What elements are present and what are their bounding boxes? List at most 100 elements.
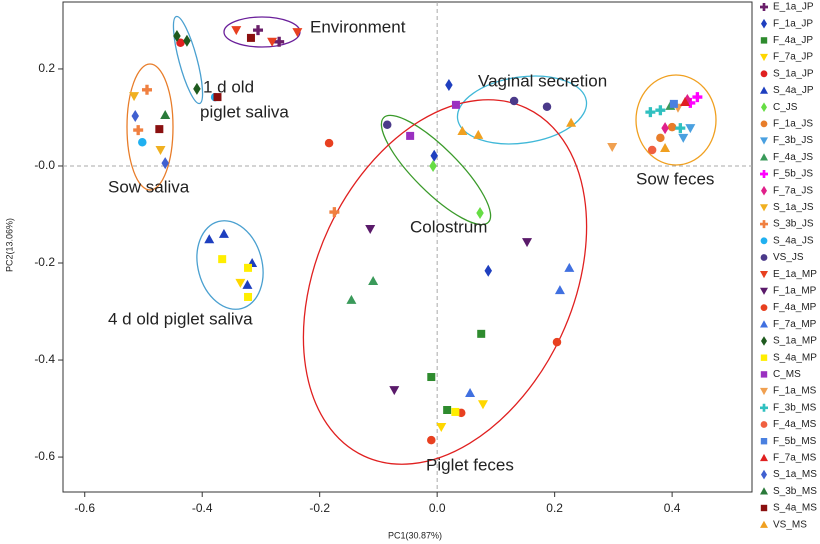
point	[160, 110, 171, 120]
point	[389, 386, 400, 396]
point	[678, 133, 689, 143]
point	[607, 143, 618, 153]
point	[451, 100, 460, 109]
group-ellipse	[635, 74, 717, 166]
legend-marker	[760, 487, 768, 495]
point	[246, 33, 255, 42]
legend-marker	[761, 336, 767, 346]
point	[204, 234, 215, 244]
group-ellipse	[456, 75, 588, 145]
point	[656, 133, 665, 143]
point	[645, 107, 656, 118]
legend-marker	[760, 287, 768, 295]
legend-label: F_7a_MS	[773, 453, 817, 464]
legend-marker	[760, 120, 768, 128]
legend-label: F_1a_MS	[773, 386, 817, 397]
legend-marker	[760, 254, 768, 261]
legend-label: C_JS	[773, 102, 798, 113]
point	[155, 145, 166, 155]
legend-marker	[760, 37, 768, 44]
legend-marker	[760, 70, 768, 78]
legend-label: S_3b_JS	[773, 219, 814, 230]
legend-marker	[760, 204, 768, 212]
point	[193, 82, 201, 95]
group-ellipse	[380, 114, 492, 226]
point	[554, 285, 565, 295]
legend-label: F_7a_JP	[773, 52, 813, 63]
legend-marker	[761, 102, 767, 112]
x-tick-label: -0.4	[192, 501, 213, 515]
legend-marker	[760, 86, 768, 94]
point	[465, 388, 476, 398]
point	[231, 26, 242, 36]
legend-label: S_1a_MP	[773, 336, 817, 347]
point	[566, 117, 577, 127]
point	[406, 131, 415, 140]
annotation: Environment	[310, 17, 406, 36]
legend-label: F_3b_MS	[773, 402, 817, 413]
annotation: piglet saliva	[200, 102, 289, 121]
point	[476, 207, 484, 220]
legend-label: S_4a_JS	[773, 235, 814, 246]
point	[477, 329, 486, 338]
annotation: Piglet feces	[426, 455, 514, 474]
x-tick-label: 0.4	[664, 501, 681, 515]
group-ellipse	[172, 15, 204, 105]
point	[473, 129, 484, 139]
legend-marker	[760, 271, 768, 279]
point	[457, 126, 468, 136]
group-ellipse	[196, 220, 264, 310]
legend-marker	[760, 137, 768, 145]
point	[244, 292, 253, 301]
annotation: Sow saliva	[108, 177, 190, 196]
point	[667, 122, 677, 132]
legend-marker	[760, 520, 768, 528]
x-tick-label: -0.2	[309, 501, 330, 515]
point	[368, 275, 379, 285]
point	[427, 373, 436, 382]
legend-marker	[760, 354, 768, 361]
legend-marker	[760, 387, 768, 396]
legend-marker	[760, 220, 769, 229]
point	[292, 28, 303, 38]
point	[522, 238, 533, 248]
legend-label: F_1a_JP	[773, 18, 813, 29]
legend-label: E_1a_JP	[773, 2, 814, 13]
point	[564, 262, 575, 272]
legend-label: F_3b_JS	[773, 135, 813, 146]
legend-marker	[760, 421, 768, 428]
legend-label: VS_JS	[773, 252, 804, 263]
point	[346, 294, 357, 304]
legend-label: S_1a_JS	[773, 202, 814, 213]
point	[138, 137, 147, 147]
legend-marker	[761, 185, 767, 196]
point	[443, 406, 452, 415]
x-axis-label: PC1(30.87%)	[388, 530, 442, 540]
legend-label: F_7a_MP	[773, 319, 817, 330]
point	[244, 263, 253, 272]
legend-marker	[760, 403, 769, 412]
point	[161, 157, 169, 170]
point	[183, 34, 191, 47]
legend-marker	[761, 469, 767, 480]
point	[242, 279, 253, 289]
point	[430, 149, 438, 162]
y-tick-label: -0.4	[34, 352, 55, 366]
point	[445, 78, 453, 91]
point	[253, 25, 264, 36]
legend-label: E_1a_MP	[773, 269, 817, 280]
legend-label: F_5b_MS	[773, 436, 817, 447]
point	[655, 105, 666, 116]
point	[451, 407, 460, 416]
point	[267, 37, 278, 47]
x-tick-label: 0.2	[546, 501, 563, 515]
point	[660, 143, 671, 153]
point	[477, 400, 488, 410]
point	[552, 337, 562, 347]
point	[484, 264, 493, 277]
legend-label: S_3b_MS	[773, 486, 817, 497]
legend-marker	[760, 170, 769, 179]
point	[324, 138, 334, 148]
legend-marker	[760, 453, 768, 462]
